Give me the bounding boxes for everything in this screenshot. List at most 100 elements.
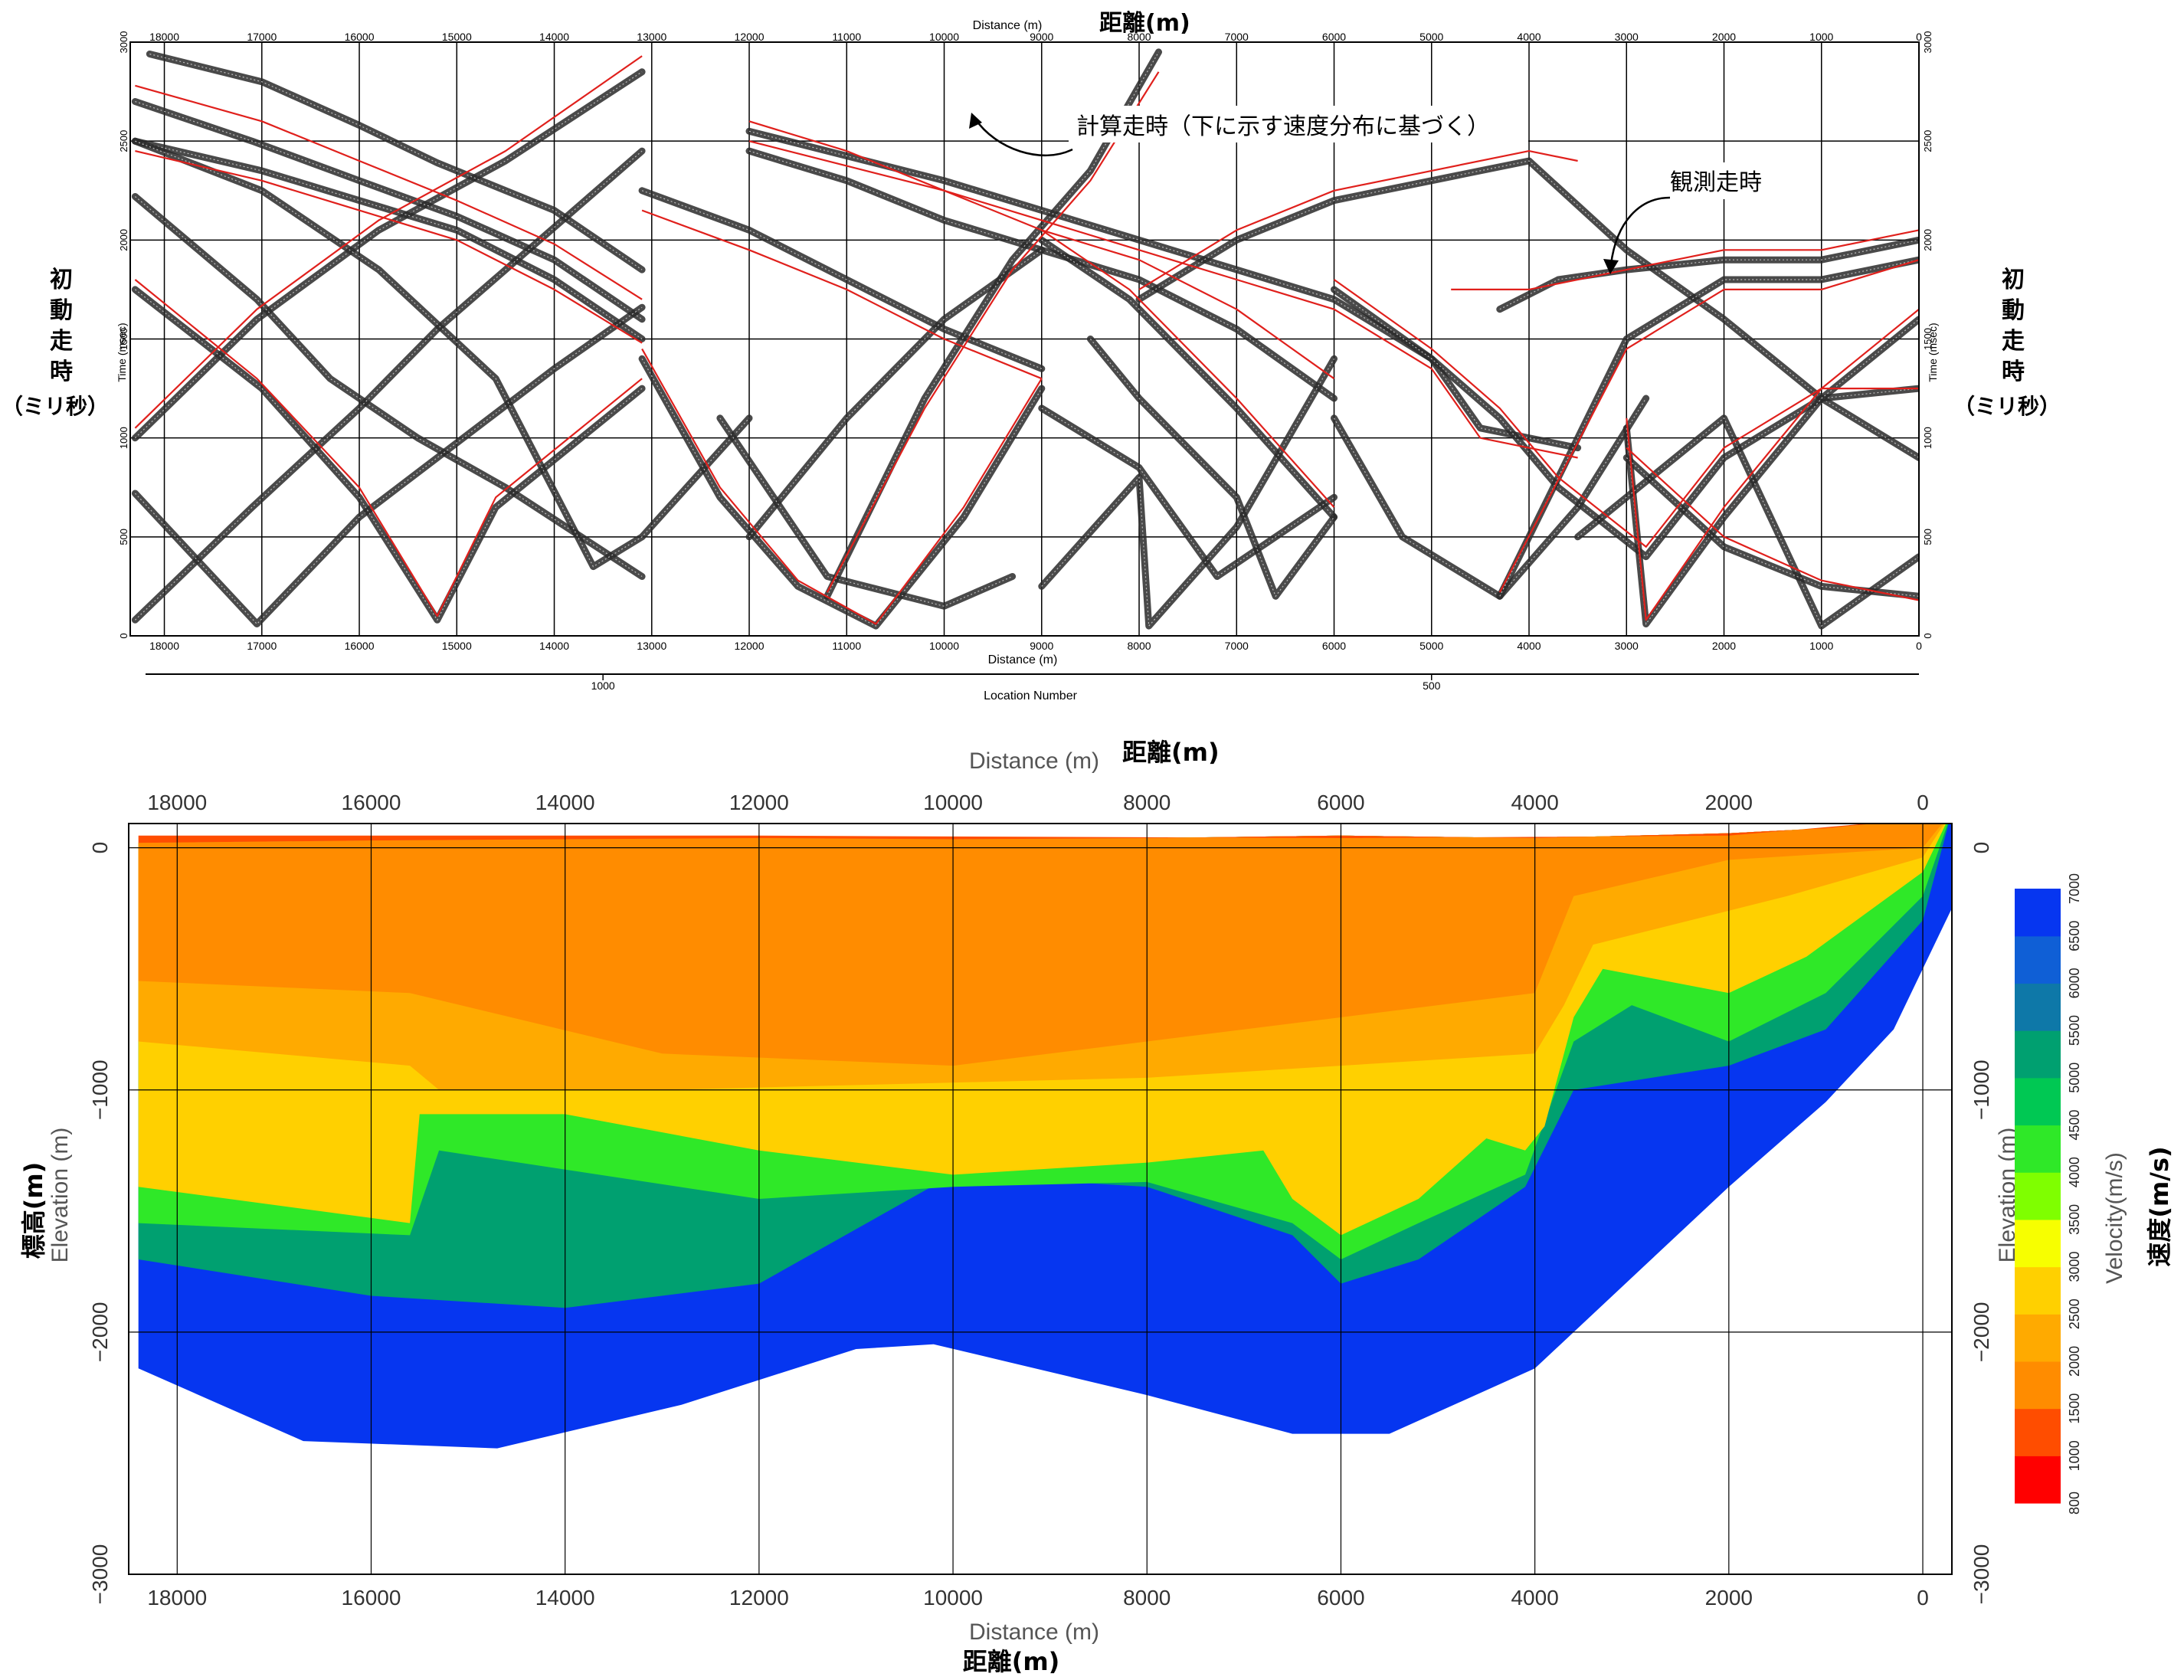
- velocity-colorbar: 800 1000 1500 2000 2500 3000 3500 4000 4500 5000 5…: [2015, 873, 2082, 1515]
- bottom-tick-label-x-lower: 14000: [535, 1586, 595, 1610]
- calculated-travel-time-curve: [826, 71, 1160, 593]
- colorbar-tick-label: 4500: [2067, 1109, 2082, 1140]
- colorbar-tick-label: 7000: [2067, 873, 2082, 904]
- top-ylabel-ja-right-char: 初: [2002, 267, 2025, 293]
- calculated-travel-time-curve: [1333, 279, 1919, 548]
- observed-curve-markers: [1626, 319, 1919, 626]
- top-tick-label-x-upper: 17000: [247, 31, 277, 43]
- location-tick-label: 1000: [591, 680, 615, 692]
- bottom-tick-label-x-upper: 8000: [1123, 791, 1171, 814]
- top-ylabel-ja-left-char: 動: [50, 297, 73, 324]
- bottom-tick-label-y-right: −3000: [1970, 1544, 1993, 1605]
- top-tick-label-y-right: 0: [1922, 633, 1934, 638]
- calculated-travel-time-curve: [1041, 229, 1335, 508]
- calculated-travel-time-curve: [134, 279, 643, 617]
- bottom-velocity-panel: 18000 18000 16000 16000 14000 14000 12000 12000…: [19, 738, 2174, 1676]
- top-ylabel-ja-right: 初 動 走 時 （ミリ秒）: [1953, 267, 2061, 419]
- top-ylabel-ja-right-char: 動: [2002, 297, 2025, 324]
- observed-curve-markers: [1334, 289, 1919, 558]
- colorbar-tick-label: 2500: [2067, 1298, 2082, 1329]
- top-tick-label-y-left: 1000: [118, 427, 129, 449]
- colorbar-tick-label: 2000: [2067, 1346, 2082, 1377]
- top-ylabel-ja-left-char: （ミリ秒）: [2, 394, 109, 419]
- colorbar-segment: [2015, 889, 2061, 937]
- velocity-layer: [138, 824, 1943, 1066]
- top-tick-label-x-upper: 12000: [735, 31, 765, 43]
- bottom-tick-label-y-left: 0: [88, 842, 112, 854]
- bottom-tick-label-x-lower: 10000: [923, 1586, 983, 1610]
- top-ylabel-en-left: Time (msec): [116, 323, 128, 382]
- top-tick-label-x-lower: 16000: [345, 640, 375, 652]
- colorbar-tick-label: 3500: [2067, 1204, 2082, 1235]
- calculated-travel-time-curve: [1626, 447, 1919, 601]
- observed-curve-markers: [641, 359, 1043, 627]
- bottom-tick-label-y-left: −1000: [88, 1059, 112, 1120]
- bottom-tick-label-y-left: −3000: [88, 1544, 112, 1605]
- top-tick-label-x-lower: 8000: [1127, 640, 1151, 652]
- observed-curve-markers: [1577, 417, 1919, 627]
- observed-curve-markers: [134, 306, 643, 625]
- bottom-tick-label-y-right: −2000: [1970, 1302, 1993, 1363]
- bottom-tick-label-x-upper: 4000: [1511, 791, 1558, 814]
- top-tick-label-x-lower: 7000: [1225, 640, 1249, 652]
- colorbar-label-en: Velocity(m/s): [2102, 1152, 2127, 1284]
- bottom-tick-label-y-right: −1000: [1970, 1059, 1993, 1120]
- observed-travel-time-curve: [1038, 236, 1338, 521]
- top-tick-label-x-upper: 5000: [1419, 31, 1443, 43]
- calculated-travel-time-curve: [1451, 229, 1919, 290]
- top-tick-label-x-upper: 3000: [1615, 31, 1639, 43]
- top-tick-label-x-upper: 2000: [1712, 31, 1736, 43]
- bottom-tick-label-x-lower: 16000: [342, 1586, 401, 1610]
- top-tick-label-x-upper: 13000: [637, 31, 666, 43]
- colorbar-segment: [2015, 1408, 2061, 1456]
- calculated-travel-time-curve: [1138, 150, 1578, 290]
- bottom-tick-label-y-left: −2000: [88, 1302, 112, 1363]
- top-ylabel-ja-right-char: 走: [2002, 328, 2025, 355]
- top-tick-label-x-lower: 14000: [539, 640, 569, 652]
- top-tick-labels: 1800018000170001700016000160001500015000…: [118, 31, 1934, 652]
- calculated-travel-time-curve: [1626, 308, 1919, 621]
- observed-curve-markers: [641, 190, 1043, 369]
- top-tick-label-y-right: 500: [1922, 529, 1934, 545]
- top-tick-label-y-right: 1000: [1922, 427, 1934, 449]
- bottom-tick-label-x-upper: 2000: [1705, 791, 1753, 814]
- colorbar-tick-label: 1500: [2067, 1393, 2082, 1424]
- top-tick-label-x-upper: 9000: [1030, 31, 1053, 43]
- observed-curve-markers: [135, 140, 750, 568]
- top-tick-label-y-left: 3000: [118, 31, 129, 54]
- colorbar-tick-label: 800: [2067, 1492, 2082, 1515]
- bottom-xlabel-top-en: Distance (m): [969, 748, 1099, 774]
- top-ylabel-ja-left: 初 動 走 時 （ミリ秒）: [2, 267, 109, 419]
- top-tick-label-y-right: 2500: [1922, 130, 1934, 152]
- observed-curve-markers: [719, 418, 1013, 607]
- bottom-tick-label-x-lower: 2000: [1705, 1586, 1753, 1610]
- location-tick-label: 500: [1423, 680, 1441, 692]
- top-tick-label-x-lower: 9000: [1030, 640, 1053, 652]
- annotation-calculated-arrowhead: [969, 113, 982, 129]
- observed-travel-time-curve: [131, 193, 646, 580]
- observed-curve-markers: [748, 249, 1043, 538]
- location-axis-label: Location Number: [984, 689, 1078, 702]
- top-tick-label-x-upper: 4000: [1517, 31, 1541, 43]
- top-tick-label-x-lower: 5000: [1419, 640, 1443, 652]
- top-travel-time-panel: 1800018000170001700016000160001500015000…: [2, 10, 2061, 702]
- colorbar-segment: [2015, 1361, 2061, 1410]
- top-tick-label-y-left: 2000: [118, 229, 129, 251]
- top-tick-label-x-lower: 1000: [1809, 640, 1833, 652]
- top-tick-label-x-upper: 15000: [442, 31, 472, 43]
- top-tick-label-x-lower: 18000: [149, 640, 179, 652]
- top-ylabel-ja-left-char: 時: [50, 359, 73, 385]
- top-tick-label-x-upper: 18000: [149, 31, 179, 43]
- colorbar-segment: [2015, 1125, 2061, 1173]
- observed-curve-markers: [1138, 160, 1919, 459]
- bottom-tick-label-y-right: 0: [1970, 842, 1993, 854]
- observed-curve-markers: [1041, 239, 1334, 518]
- colorbar-segment: [2015, 1172, 2061, 1220]
- top-tick-label-x-lower: 2000: [1712, 640, 1736, 652]
- bottom-tick-label-x-lower: 18000: [147, 1586, 207, 1610]
- top-tick-label-y-right: 3000: [1922, 31, 1934, 54]
- colorbar-segment: [2015, 983, 2061, 1031]
- top-tick-label-y-left: 0: [118, 633, 129, 638]
- top-xlabel-en: Distance (m): [973, 19, 1043, 32]
